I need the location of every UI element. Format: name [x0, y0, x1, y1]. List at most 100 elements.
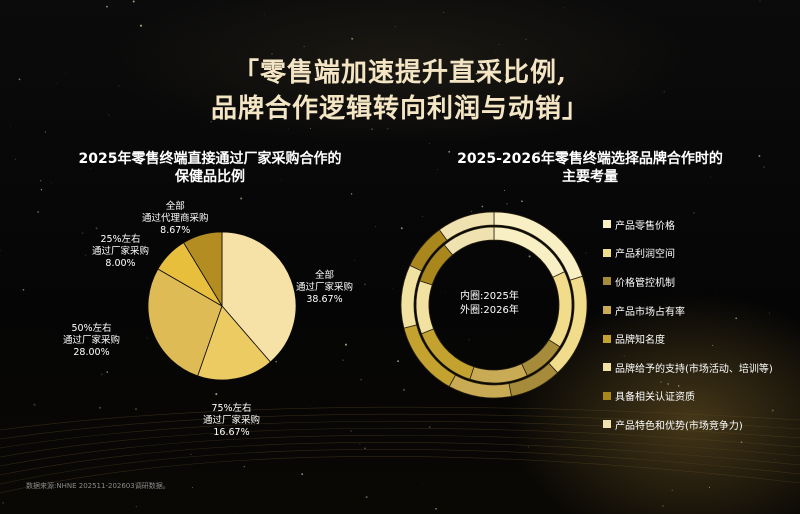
- star-dot: [475, 72, 478, 75]
- donut-chart-title: 2025-2026年零售终端选择品牌合作时的 主要考量: [410, 150, 770, 186]
- donut-center-note-inner: 内圈:2025年: [460, 291, 519, 302]
- star-dot: [106, 5, 108, 8]
- star-dot: [526, 78, 528, 81]
- star-dot: [662, 505, 664, 507]
- star-dot: [712, 344, 714, 346]
- page-title-line-1: 「零售端加速提升直采比例,: [232, 58, 568, 88]
- star-dot: [89, 168, 91, 169]
- pie-chart-title: 2025年零售终端直接通过厂家采购合作的 保健品比例: [40, 150, 380, 186]
- star-dot: [371, 128, 373, 131]
- star-dot: [81, 232, 84, 234]
- legend-item: 产品市场占有率: [603, 296, 773, 325]
- star-dot: [287, 128, 289, 130]
- star-dot: [448, 150, 451, 153]
- star-dot: [85, 254, 87, 256]
- star-dot: [243, 465, 246, 468]
- legend-item: 产品零售价格: [603, 210, 773, 239]
- star-dot: [715, 291, 716, 293]
- star-dot: [210, 120, 213, 123]
- star-dot: [563, 7, 564, 8]
- star-dot: [360, 379, 362, 381]
- legend-label: 产品利润空间: [615, 249, 675, 261]
- star-dot: [771, 409, 774, 412]
- star-dot: [708, 486, 711, 488]
- star-dot: [108, 114, 110, 116]
- star-dot: [146, 337, 148, 339]
- star-dot: [281, 179, 282, 181]
- star-dot: [135, 408, 137, 410]
- star-dot: [768, 312, 770, 314]
- pie-label-25-factory: 25%左右 通过厂家采购 8.00%: [92, 234, 150, 269]
- star-dot: [171, 201, 173, 204]
- star-dot: [693, 212, 695, 214]
- star-dot: [774, 458, 775, 460]
- data-source-footnote: 数据来源:NHNE 202511-202603调研数据。: [26, 482, 170, 490]
- pie-label-50-factory: 50%左右 通过厂家采购 28.00%: [63, 323, 121, 358]
- legend-item: 产品特色和优势(市场竞争力): [603, 410, 773, 439]
- star-dot: [139, 24, 143, 27]
- star-dot: [334, 282, 337, 284]
- star-dot: [344, 343, 348, 346]
- legend-item: 产品利润空间: [603, 239, 773, 268]
- star-dot: [374, 226, 376, 228]
- star-dot: [525, 38, 527, 41]
- star-dot: [364, 447, 366, 450]
- star-dot: [303, 45, 305, 48]
- star-dot: [132, 0, 135, 3]
- star-dot: [359, 443, 361, 445]
- star-dot: [95, 227, 98, 230]
- donut-legend: 产品零售价格 产品利润空间 价格管控机制 产品市场占有率 品牌知名度 品牌给予的…: [603, 210, 773, 439]
- star-dot: [671, 489, 673, 491]
- star-dot: [100, 373, 103, 376]
- star-dot: [191, 487, 193, 489]
- legend-swatch: [603, 248, 611, 257]
- legend-swatch: [603, 420, 611, 429]
- star-dot: [44, 131, 47, 133]
- star-dot: [354, 260, 355, 261]
- star-dot: [240, 197, 243, 200]
- legend-label: 品牌知名度: [615, 335, 665, 347]
- star-dot: [495, 50, 496, 52]
- legend-label: 产品市场占有率: [615, 306, 685, 318]
- star-dot: [437, 169, 438, 171]
- legend-label: 价格管控机制: [615, 277, 675, 289]
- star-dot: [271, 53, 273, 55]
- star-dot: [365, 496, 368, 499]
- star-dot: [536, 80, 539, 82]
- donut-chart-title-line-2: 主要考量: [562, 169, 618, 185]
- star-dot: [249, 419, 251, 421]
- star-dot: [190, 453, 192, 456]
- donut-inner-segment-7: [443, 226, 495, 256]
- donut-inner-segment-3: [469, 363, 528, 384]
- star-dot: [538, 151, 541, 154]
- star-dot: [65, 73, 66, 75]
- star-dot: [735, 317, 738, 320]
- star-dot: [301, 473, 304, 475]
- legend-item: 具备相关认证资质: [603, 382, 773, 411]
- donut-center-note-outer: 外圈:2026年: [460, 305, 519, 316]
- star-dot: [677, 385, 680, 387]
- star-dot: [505, 202, 508, 205]
- decorative-curve: [0, 427, 800, 458]
- star-dot: [498, 43, 500, 45]
- legend-swatch: [603, 277, 611, 286]
- decorative-curve: [0, 441, 800, 476]
- star-dot: [422, 484, 423, 486]
- star-dot: [61, 452, 62, 454]
- star-dot: [487, 197, 489, 198]
- star-dot: [2, 502, 4, 504]
- pie-label-all-factory: 全部 通过厂家采购 38.67%: [296, 270, 354, 305]
- star-dot: [585, 252, 587, 254]
- star-dot: [275, 361, 277, 363]
- star-dot: [99, 406, 102, 409]
- pie-slice-4: [183, 231, 223, 308]
- star-dot: [363, 283, 367, 286]
- star-dot: [135, 506, 137, 508]
- star-dot: [323, 114, 325, 116]
- page-title-line-2: 品牌合作逻辑转向利润与动销」: [210, 94, 589, 124]
- star-dot: [0, 249, 1, 252]
- star-dot: [481, 205, 484, 208]
- legend-item: 价格管控机制: [603, 267, 773, 296]
